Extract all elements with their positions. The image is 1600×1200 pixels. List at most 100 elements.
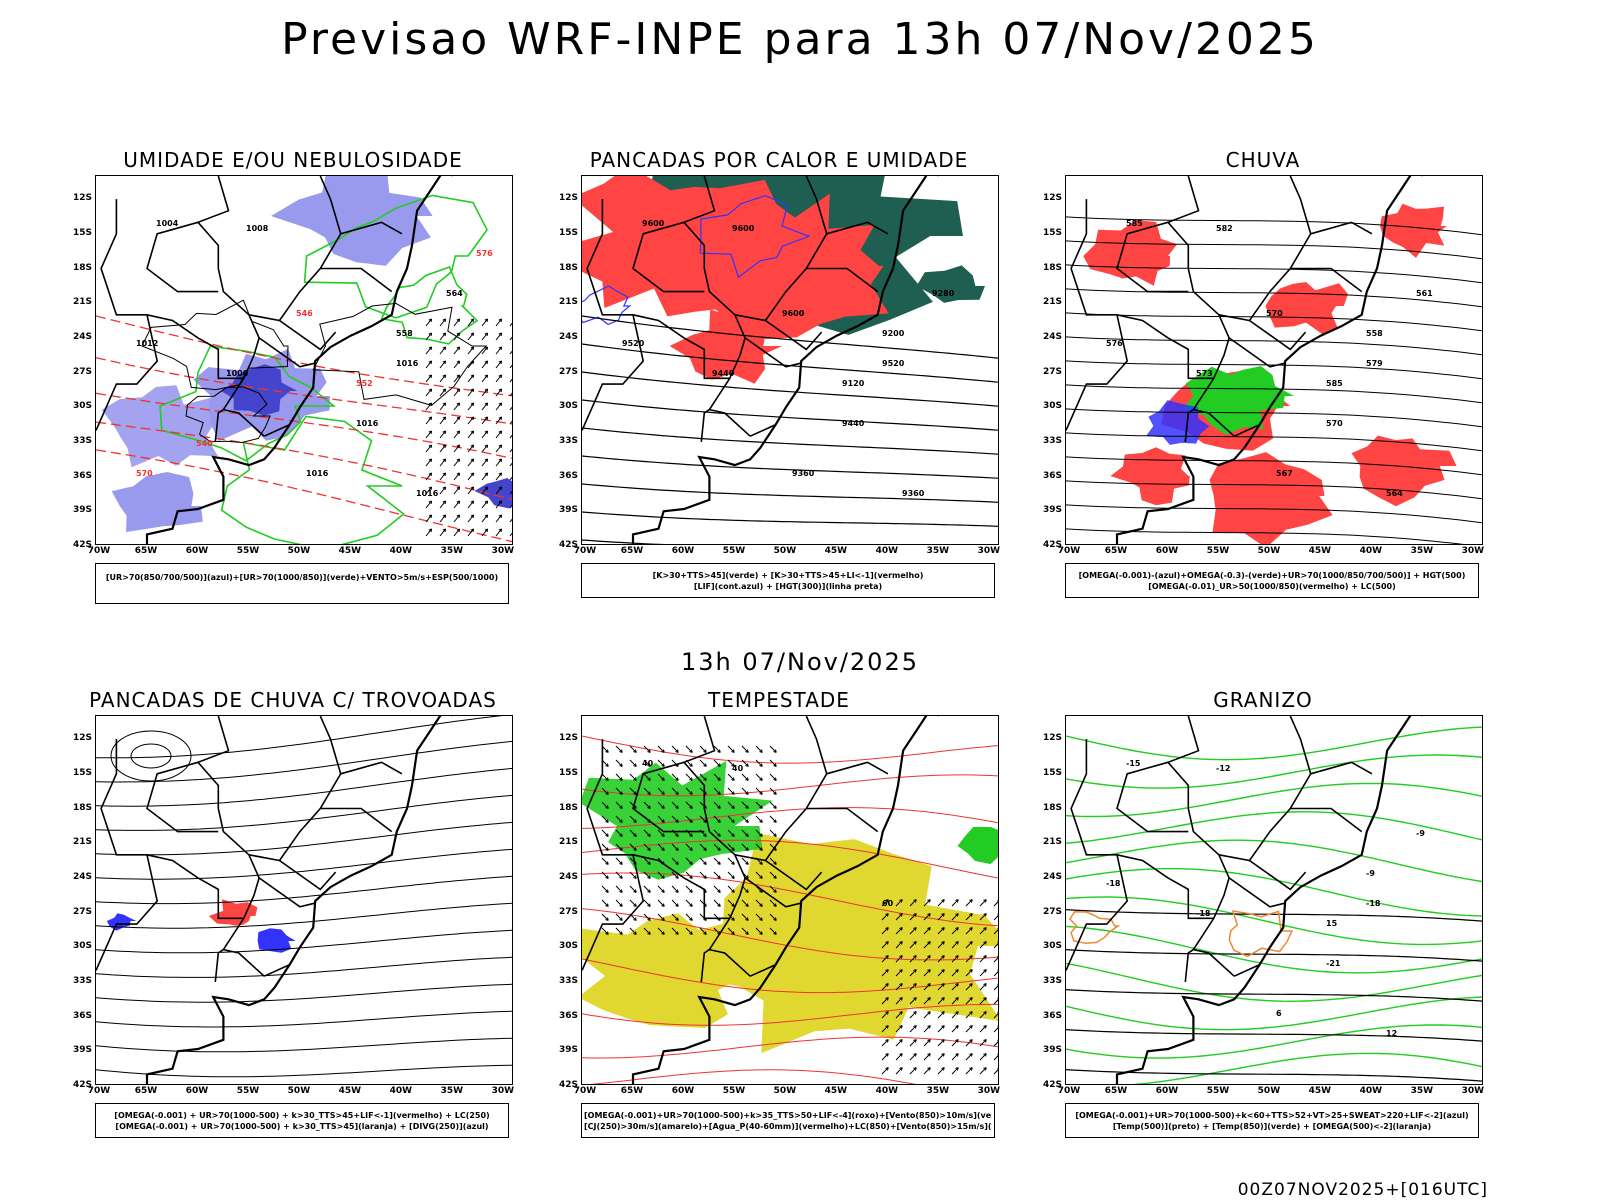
wind-vector (937, 1067, 945, 1075)
wind-vector (969, 997, 973, 1001)
wind-vector (731, 763, 735, 767)
lat-tick-label: 15S (558, 767, 578, 778)
country-border (340, 221, 403, 235)
wind-vector (773, 889, 777, 893)
wind-vector (923, 955, 931, 963)
wind-vector (685, 815, 693, 823)
wind-vector (885, 969, 889, 973)
wind-vector (619, 917, 623, 921)
wind-vector (913, 997, 917, 1001)
wind-vector (755, 871, 763, 879)
wind-vector (899, 1067, 903, 1071)
wind-vector (769, 843, 777, 851)
wind-arrow (428, 360, 433, 364)
wind-vector (661, 791, 665, 795)
wind-vector (997, 1039, 998, 1041)
wind-vector (689, 889, 693, 893)
country-border (1310, 221, 1373, 235)
rain-area (1110, 447, 1190, 506)
wind-arrow (453, 332, 460, 341)
wind-vector (633, 833, 637, 837)
longitude-axis: 70W 65W 60W 55W 50W 45W 40W 35W 30W (574, 546, 1001, 558)
contour-label: 582 (1216, 224, 1233, 233)
streamline (96, 956, 512, 978)
wind-vector (699, 857, 707, 865)
wind-vector (993, 999, 998, 1005)
wind-arrow (498, 528, 503, 532)
wind-vector (675, 917, 679, 921)
humidity-core (474, 478, 512, 509)
wind-arrow (509, 434, 512, 439)
wind-vector (979, 913, 987, 921)
wind-arrow (470, 430, 475, 434)
contour-label: 585 (1326, 379, 1343, 388)
wind-vector (643, 843, 651, 851)
wind-vector (983, 955, 987, 959)
wind-vector (909, 899, 917, 907)
streamline (96, 767, 512, 807)
wind-vector (699, 745, 707, 753)
geography (582, 176, 939, 544)
country-border (744, 337, 801, 368)
contour-label: 552 (356, 379, 373, 388)
lat-tick-label: 12S (558, 193, 578, 204)
wind-arrow (439, 346, 446, 355)
wind-arrow (498, 514, 503, 518)
legend-line: [CJ(250)>30m/s](amarelo)+[Agua_P(40-60mm… (584, 1122, 992, 1131)
wind-vector (629, 787, 637, 795)
country-border (1233, 423, 1261, 437)
map-area (95, 715, 513, 1085)
wind-arrow (470, 318, 475, 322)
wind-vector (881, 927, 889, 935)
lat-tick-label: 36S (1042, 470, 1062, 481)
wind-vector (993, 971, 998, 977)
panel-legend: [K>30+TTS>45](verde) + [K>30+TTS>45+LI<-… (581, 563, 995, 598)
lon-tick-label: 45W (1308, 1086, 1332, 1096)
wind-vector (993, 957, 998, 963)
wind-arrow (442, 388, 447, 392)
contour-label: 540 (196, 439, 213, 448)
wind-vector (913, 1053, 917, 1057)
wind-vector (647, 875, 651, 879)
wind-vector (993, 943, 998, 949)
lat-tick-label: 12S (72, 733, 92, 744)
contour-label: 567 (1276, 469, 1293, 478)
wind-arrow (470, 374, 475, 378)
wind-arrow (439, 332, 446, 341)
contour-label: -9 (1416, 829, 1425, 838)
lon-tick-label: 40W (389, 546, 413, 556)
legend-line: [Temp(500)](preto) + [Temp(850)](verde) … (1112, 1122, 1432, 1131)
wind-arrow (498, 472, 503, 476)
wind-vector (885, 1011, 889, 1015)
country-border (320, 267, 393, 293)
country-border (1290, 807, 1363, 833)
wind-vector (633, 931, 637, 935)
wind-arrow (439, 402, 446, 411)
wind-vector (643, 885, 651, 893)
wind-vector (937, 899, 945, 907)
wind-vector (955, 899, 959, 903)
wind-vector (927, 969, 931, 973)
country-border (96, 314, 159, 431)
wind-vector (601, 857, 609, 865)
wind-arrow (470, 472, 475, 476)
wind-vector (979, 1011, 987, 1019)
wind-vector (755, 801, 763, 809)
country-border (744, 877, 801, 908)
wind-vector (727, 927, 735, 935)
contour-label: 40 (732, 764, 744, 773)
wind-vector (979, 969, 987, 977)
wind-vector (717, 847, 721, 851)
field-contours (582, 194, 998, 544)
wind-vector (741, 843, 749, 851)
wind-vector (773, 763, 777, 767)
wind-vector (615, 787, 623, 795)
wind-vector (713, 759, 721, 767)
wind-vector (657, 801, 665, 809)
rain-area (1380, 203, 1447, 258)
wind-vector (937, 1025, 945, 1033)
lon-tick-label: 30W (977, 546, 1001, 556)
wind-arrow (453, 388, 460, 397)
wind-arrow (439, 444, 446, 453)
contour-label: 9360 (902, 489, 925, 498)
